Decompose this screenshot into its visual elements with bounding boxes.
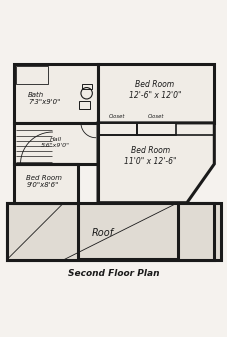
Text: Hall
5'6"x9'0": Hall 5'6"x9'0" bbox=[41, 137, 70, 148]
Bar bbox=[22, 163, 26, 165]
Bar bbox=[7, 203, 220, 260]
Bar bbox=[81, 84, 91, 89]
Bar bbox=[136, 123, 175, 135]
Text: Roof: Roof bbox=[91, 228, 113, 239]
Text: Closet: Closet bbox=[109, 114, 125, 119]
Bar bbox=[98, 123, 136, 135]
Text: Bath
7'3"x9'0": Bath 7'3"x9'0" bbox=[28, 92, 60, 105]
Polygon shape bbox=[98, 123, 213, 203]
Text: Bed Room
12'-6" x 12'0": Bed Room 12'-6" x 12'0" bbox=[128, 80, 180, 99]
Bar bbox=[78, 100, 90, 109]
Bar bbox=[14, 64, 98, 123]
Text: Closet: Closet bbox=[147, 114, 164, 119]
Polygon shape bbox=[7, 203, 213, 260]
Bar bbox=[14, 123, 98, 164]
Text: Second Floor Plan: Second Floor Plan bbox=[68, 269, 159, 278]
Bar bbox=[14, 164, 77, 203]
Text: Bed Room
9'0"x8'6": Bed Room 9'0"x8'6" bbox=[26, 175, 62, 187]
Bar bbox=[16, 66, 48, 84]
Bar bbox=[98, 64, 213, 123]
Text: Bed Room
11'0" x 12'-6": Bed Room 11'0" x 12'-6" bbox=[124, 146, 176, 166]
